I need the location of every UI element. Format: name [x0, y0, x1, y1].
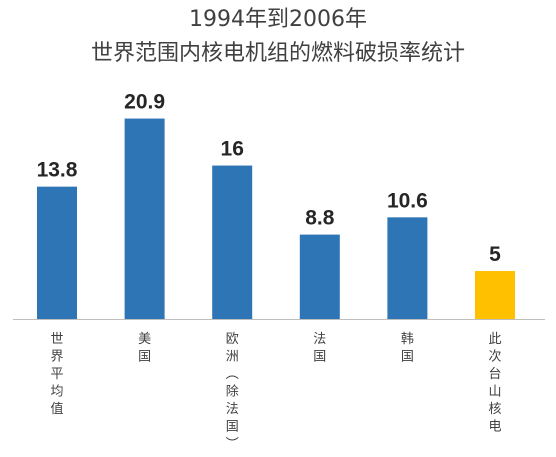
- category-label-1: 世界平均值: [50, 332, 63, 417]
- value-label-3: 16: [221, 138, 244, 161]
- bar-1: [37, 186, 77, 319]
- value-label-group: 13.8 20.9 16 8.8 10.6 5: [37, 91, 502, 266]
- bar-2: [124, 118, 165, 319]
- bar-4: [299, 234, 340, 319]
- category-label-6: 此次台山核电: [488, 332, 501, 435]
- chart-subtitle: 世界范围内核电机组的燃料破损率统计: [90, 41, 465, 66]
- category-label-group: 世界平均值 美国 欧洲︵除法国︶ 法国 韩国 此次台山核电: [50, 332, 501, 452]
- value-label-5: 10.6: [387, 189, 428, 212]
- chart-title: 1994年到2006年: [189, 7, 367, 32]
- bar-6: [475, 271, 515, 319]
- value-label-2: 20.9: [124, 91, 165, 114]
- category-label-5: 韩国: [401, 332, 414, 365]
- category-label-2: 美国: [138, 332, 151, 365]
- bar-group: [37, 118, 515, 319]
- bar-3: [212, 165, 253, 319]
- value-label-4: 8.8: [305, 207, 335, 230]
- bar-5: [387, 217, 428, 319]
- value-label-1: 13.8: [37, 159, 78, 182]
- category-label-4: 法国: [313, 332, 326, 365]
- value-label-6: 5: [489, 243, 501, 266]
- category-label-3: 欧洲︵除法国︶: [226, 332, 239, 452]
